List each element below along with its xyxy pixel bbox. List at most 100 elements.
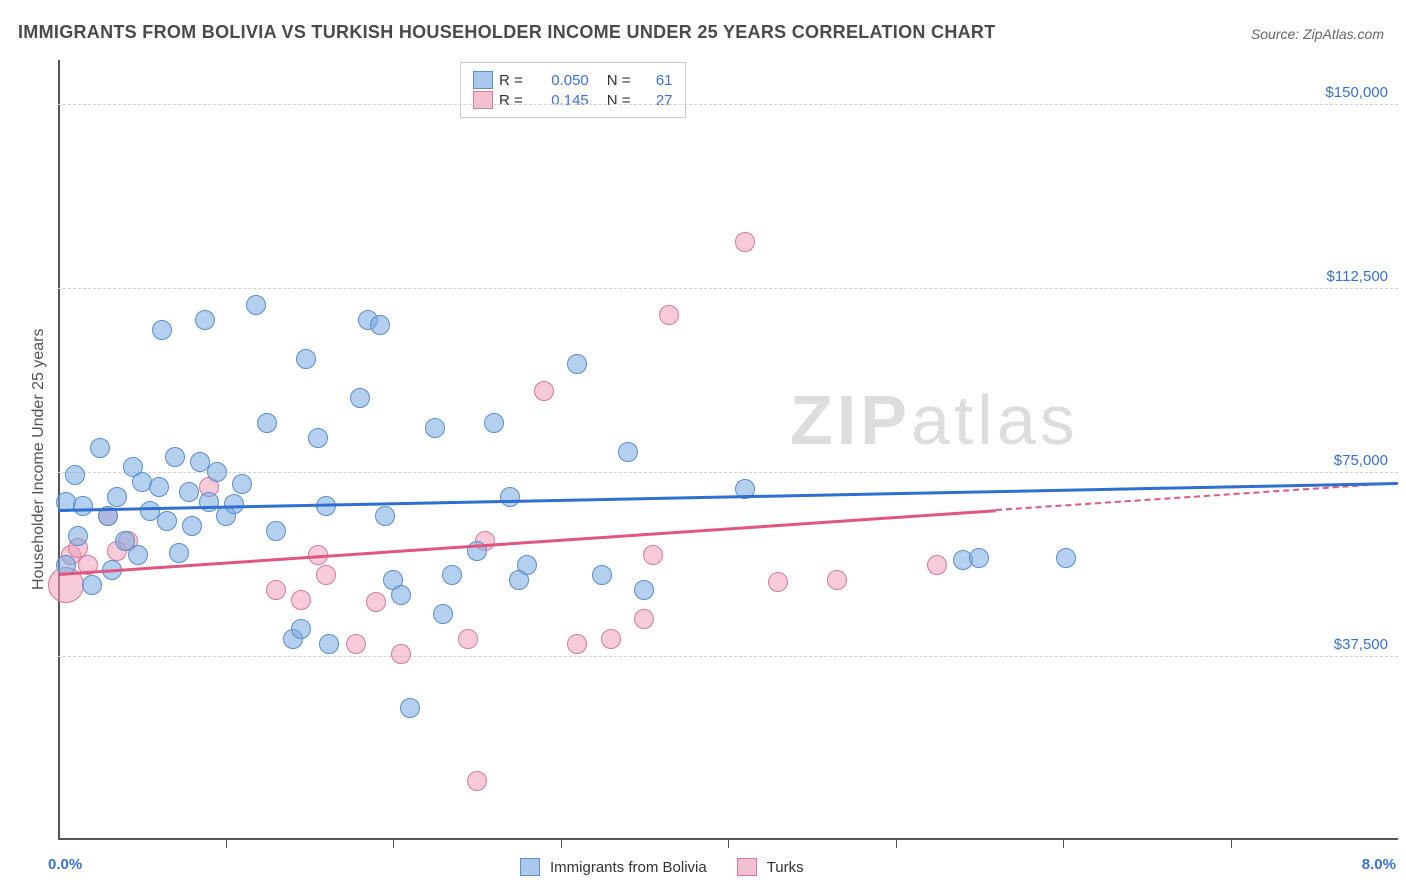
legend-n-value: 61 — [637, 72, 673, 89]
legend-swatch — [520, 858, 540, 876]
scatter-point — [1056, 548, 1076, 568]
scatter-point — [319, 634, 339, 654]
scatter-point — [179, 482, 199, 502]
y-axis-label: Householder Income Under 25 years — [30, 329, 48, 590]
scatter-point — [350, 388, 370, 408]
legend-row: R = 0.050 N = 61 — [473, 71, 673, 89]
source-label: Source: — [1251, 26, 1303, 42]
plot-area — [58, 60, 1398, 840]
legend-n-value: 27 — [637, 92, 673, 109]
scatter-point — [68, 526, 88, 546]
scatter-point — [500, 487, 520, 507]
gridline — [58, 656, 1398, 657]
scatter-point — [246, 295, 266, 315]
chart-container: IMMIGRANTS FROM BOLIVIA VS TURKISH HOUSE… — [0, 0, 1406, 892]
scatter-point — [433, 604, 453, 624]
x-tick — [393, 840, 394, 848]
scatter-point — [634, 580, 654, 600]
source-attribution: Source: ZipAtlas.com — [1251, 26, 1384, 42]
scatter-point — [316, 565, 336, 585]
scatter-point — [346, 634, 366, 654]
x-tick — [226, 840, 227, 848]
scatter-point — [165, 447, 185, 467]
legend-series-name: Turks — [767, 859, 804, 876]
y-tick-label: $150,000 — [1325, 84, 1388, 101]
legend-swatch — [737, 858, 757, 876]
scatter-point — [366, 592, 386, 612]
scatter-point — [458, 629, 478, 649]
scatter-point — [534, 381, 554, 401]
x-tick — [561, 840, 562, 848]
scatter-point — [391, 644, 411, 664]
scatter-point — [567, 354, 587, 374]
scatter-point — [73, 496, 93, 516]
gridline — [58, 472, 1398, 473]
scatter-point — [927, 555, 947, 575]
scatter-point — [266, 521, 286, 541]
scatter-point — [391, 585, 411, 605]
legend-r-value: 0.050 — [529, 72, 589, 89]
chart-title: IMMIGRANTS FROM BOLIVIA VS TURKISH HOUSE… — [18, 22, 996, 43]
scatter-point — [152, 320, 172, 340]
scatter-point — [659, 305, 679, 325]
legend-r-value: 0.145 — [529, 92, 589, 109]
x-tick — [728, 840, 729, 848]
source-name: ZipAtlas.com — [1303, 26, 1384, 42]
x-min-label: 0.0% — [48, 856, 82, 873]
scatter-point — [969, 548, 989, 568]
scatter-point — [65, 465, 85, 485]
scatter-point — [169, 543, 189, 563]
scatter-point — [128, 545, 148, 565]
scatter-point — [634, 609, 654, 629]
legend-swatch — [473, 91, 493, 109]
gridline — [58, 288, 1398, 289]
scatter-point — [291, 590, 311, 610]
x-tick — [896, 840, 897, 848]
x-tick — [1231, 840, 1232, 848]
legend-row: R = 0.145 N = 27 — [473, 91, 673, 109]
scatter-point — [567, 634, 587, 654]
scatter-point — [90, 438, 110, 458]
scatter-point — [157, 511, 177, 531]
scatter-point — [467, 771, 487, 791]
gridline — [58, 104, 1398, 105]
scatter-point — [425, 418, 445, 438]
y-tick-label: $112,500 — [1327, 268, 1388, 285]
scatter-point — [207, 462, 227, 482]
legend-series-name: Immigrants from Bolivia — [550, 859, 707, 876]
scatter-point — [735, 232, 755, 252]
y-tick-label: $37,500 — [1334, 636, 1388, 653]
scatter-point — [296, 349, 316, 369]
legend-n-label: N = — [607, 72, 631, 89]
scatter-point — [82, 575, 102, 595]
scatter-point — [592, 565, 612, 585]
legend-r-label: R = — [499, 72, 523, 89]
scatter-point — [266, 580, 286, 600]
scatter-point — [375, 506, 395, 526]
scatter-point — [768, 572, 788, 592]
x-max-label: 8.0% — [1362, 856, 1396, 873]
scatter-point — [182, 516, 202, 536]
x-tick — [1063, 840, 1064, 848]
y-tick-label: $75,000 — [1334, 452, 1388, 469]
scatter-point — [618, 442, 638, 462]
legend-correlation: R = 0.050 N = 61 R = 0.145 N = 27 — [460, 62, 686, 118]
scatter-point — [442, 565, 462, 585]
scatter-point — [107, 487, 127, 507]
legend-n-label: N = — [607, 92, 631, 109]
scatter-point — [484, 413, 504, 433]
scatter-point — [370, 315, 390, 335]
scatter-point — [308, 428, 328, 448]
scatter-point — [601, 629, 621, 649]
legend-series: Immigrants from Bolivia Turks — [520, 858, 824, 876]
scatter-point — [643, 545, 663, 565]
scatter-point — [517, 555, 537, 575]
scatter-point — [827, 570, 847, 590]
scatter-point — [257, 413, 277, 433]
scatter-point — [224, 494, 244, 514]
legend-swatch — [473, 71, 493, 89]
scatter-point — [400, 698, 420, 718]
legend-r-label: R = — [499, 92, 523, 109]
scatter-point — [232, 474, 252, 494]
scatter-point — [195, 310, 215, 330]
